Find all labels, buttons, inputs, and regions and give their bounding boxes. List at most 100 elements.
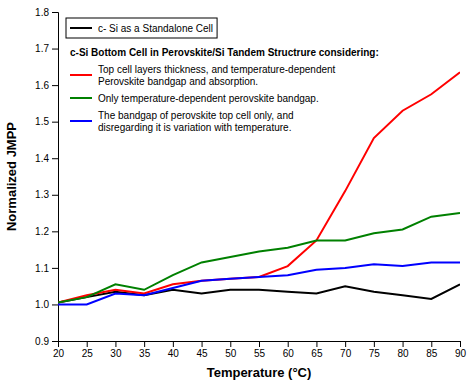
y-tick: 1.1 bbox=[35, 263, 58, 274]
y-tick: 1.0 bbox=[35, 299, 58, 310]
legend-frame bbox=[66, 18, 217, 38]
legend-label: Only temperature-dependent perovskite ba… bbox=[98, 93, 319, 104]
y-tick-mark bbox=[52, 85, 58, 86]
x-tick-label: 25 bbox=[82, 348, 94, 359]
legend-label: Top cell layers thickness, and temperatu… bbox=[98, 64, 336, 87]
x-tick: 75 bbox=[369, 341, 381, 359]
legend-swatch bbox=[70, 74, 92, 76]
legend-swatch bbox=[70, 120, 92, 122]
x-tick: 30 bbox=[110, 341, 122, 359]
y-axis-title: Normalized JMPP bbox=[4, 122, 19, 231]
y-tick-mark bbox=[52, 122, 58, 123]
x-tick: 70 bbox=[340, 341, 352, 359]
legend-swatch bbox=[70, 97, 92, 99]
x-tick-label: 60 bbox=[283, 348, 295, 359]
legend-title: c-Si Bottom Cell in Perovskite/Si Tandem… bbox=[70, 47, 379, 58]
x-tick-label: 65 bbox=[311, 348, 323, 359]
legend-label: c- Si as a Standalone Cell bbox=[98, 23, 213, 34]
y-tick: 1.5 bbox=[35, 116, 58, 127]
x-axis: 20 25 30 35 40 45 50 55 60 65 70 75 80 85 90 bbox=[53, 341, 467, 359]
y-tick-mark bbox=[52, 341, 58, 342]
y-tick-label: 1.4 bbox=[35, 153, 49, 164]
series-line bbox=[58, 72, 460, 302]
x-tick: 45 bbox=[197, 341, 209, 359]
x-tick-mark bbox=[316, 341, 317, 347]
plot-area bbox=[58, 72, 460, 304]
x-tick: 35 bbox=[139, 341, 151, 359]
x-tick-mark bbox=[288, 341, 289, 347]
x-tick-label: 35 bbox=[139, 348, 151, 359]
x-tick-mark bbox=[431, 341, 432, 347]
x-tick: 65 bbox=[311, 341, 323, 359]
y-tick-label: 1.0 bbox=[35, 299, 49, 310]
y-tick-label: 1.2 bbox=[35, 226, 49, 237]
x-tick-mark bbox=[87, 341, 88, 347]
x-tick: 25 bbox=[82, 341, 94, 359]
x-tick-label: 40 bbox=[168, 348, 180, 359]
legend-label: The bandgap of perovskite top cell only,… bbox=[98, 110, 294, 133]
y-tick-label: 1.6 bbox=[35, 80, 49, 91]
chart: 20 25 30 35 40 45 50 55 60 65 70 75 80 85 90 0.9 1.0 1.1 1… bbox=[0, 0, 474, 387]
x-tick: 40 bbox=[168, 341, 180, 359]
x-tick-label: 30 bbox=[110, 348, 122, 359]
y-tick-label: 1.7 bbox=[35, 43, 49, 54]
x-tick-mark bbox=[460, 341, 461, 347]
x-tick-label: 70 bbox=[340, 348, 352, 359]
y-tick-mark bbox=[52, 231, 58, 232]
x-tick-mark bbox=[202, 341, 203, 347]
series-line bbox=[58, 213, 460, 303]
y-tick-mark bbox=[52, 195, 58, 196]
y-tick: 1.6 bbox=[35, 80, 58, 91]
y-tick: 0.9 bbox=[35, 336, 58, 347]
y-tick-label: 0.9 bbox=[35, 336, 49, 347]
x-tick-mark bbox=[230, 341, 231, 347]
y-tick: 1.2 bbox=[35, 226, 58, 237]
x-tick: 60 bbox=[283, 341, 295, 359]
x-tick-label: 85 bbox=[426, 348, 438, 359]
legend: c- Si as a Standalone Cell c-Si Bottom Ce… bbox=[66, 18, 379, 133]
x-tick-mark bbox=[173, 341, 174, 347]
x-tick: 85 bbox=[426, 341, 438, 359]
x-tick: 90 bbox=[455, 341, 467, 359]
y-tick-label: 1.1 bbox=[35, 263, 49, 274]
x-axis-title: Temperature (°C) bbox=[207, 365, 312, 380]
x-tick-label: 45 bbox=[197, 348, 209, 359]
x-tick-label: 80 bbox=[398, 348, 410, 359]
y-tick-mark bbox=[52, 49, 58, 50]
legend-item: The bandgap of perovskite top cell only,… bbox=[70, 110, 294, 133]
x-tick-mark bbox=[144, 341, 145, 347]
y-tick-mark bbox=[52, 268, 58, 269]
x-tick-mark bbox=[259, 341, 260, 347]
x-tick-label: 50 bbox=[225, 348, 237, 359]
y-axis-line bbox=[52, 13, 59, 342]
x-tick: 50 bbox=[225, 341, 237, 359]
x-tick-mark bbox=[345, 341, 346, 347]
series-line bbox=[58, 262, 460, 304]
y-tick: 1.4 bbox=[35, 153, 58, 164]
y-tick-mark bbox=[52, 158, 58, 159]
x-tick-mark bbox=[403, 341, 404, 347]
x-tick-label: 55 bbox=[254, 348, 266, 359]
legend-item: Only temperature-dependent perovskite ba… bbox=[70, 93, 319, 104]
x-tick-mark bbox=[115, 341, 116, 347]
x-tick-label: 20 bbox=[53, 348, 65, 359]
y-tick: 1.8 bbox=[35, 7, 58, 18]
legend-item: Top cell layers thickness, and temperatu… bbox=[70, 64, 336, 87]
x-tick: 80 bbox=[398, 341, 410, 359]
x-tick-label: 90 bbox=[455, 348, 467, 359]
y-tick-label: 1.3 bbox=[35, 189, 49, 200]
y-tick-mark bbox=[52, 12, 58, 13]
x-tick-mark bbox=[374, 341, 375, 347]
y-tick-mark bbox=[52, 304, 58, 305]
x-tick-label: 75 bbox=[369, 348, 381, 359]
legend-swatch bbox=[70, 27, 92, 29]
x-tick: 20 bbox=[53, 341, 65, 359]
y-axis: 0.9 1.0 1.1 1.2 1.3 1.4 1.5 1.6 1.7 1.8 bbox=[35, 7, 58, 347]
y-tick: 1.3 bbox=[35, 189, 58, 200]
x-axis-line bbox=[59, 342, 461, 348]
legend-item: c- Si as a Standalone Cell bbox=[70, 23, 213, 34]
y-tick-label: 1.5 bbox=[35, 116, 49, 127]
y-tick: 1.7 bbox=[35, 43, 58, 54]
y-tick-label: 1.8 bbox=[35, 7, 49, 18]
x-tick: 55 bbox=[254, 341, 266, 359]
